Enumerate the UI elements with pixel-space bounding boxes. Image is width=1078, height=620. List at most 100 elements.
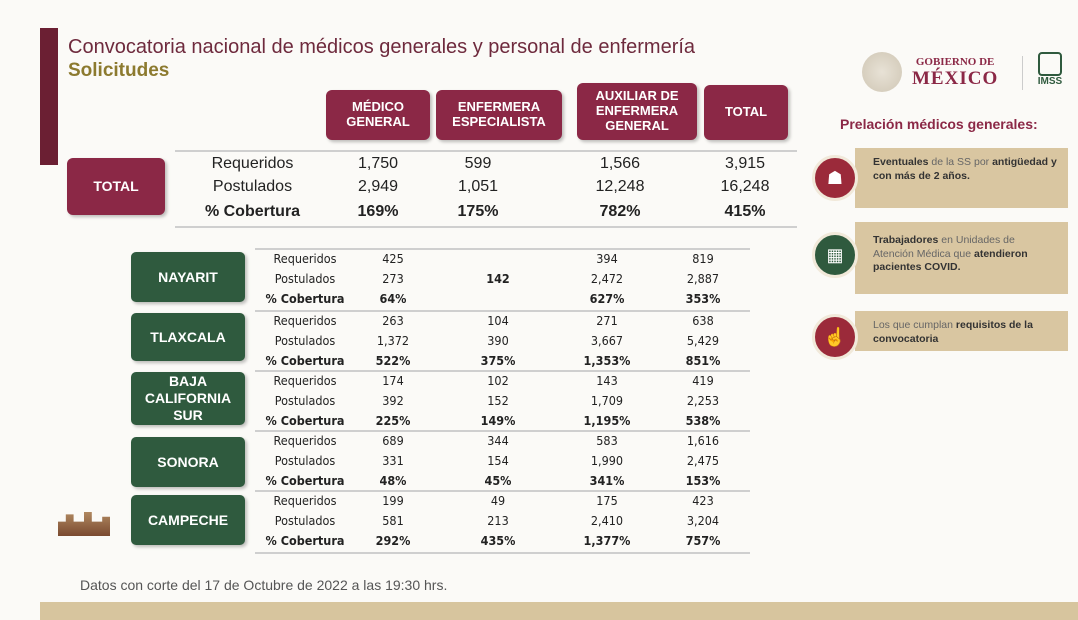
state-cell: 2,410 — [590, 513, 624, 528]
prelacion-text: en Unidades de Atención Médica que — [873, 234, 1015, 260]
prelacion-text: Los que cumplan — [873, 319, 956, 331]
state-cell: 199 — [382, 493, 404, 508]
row-label: Postulados — [274, 393, 336, 408]
state-cell: 104 — [487, 313, 509, 328]
divider — [255, 310, 750, 312]
state-cell: 390 — [487, 333, 509, 348]
state-cell: 271 — [596, 313, 618, 328]
row-label: Requeridos — [273, 373, 337, 388]
total-cell: 599 — [464, 155, 492, 172]
prelacion-bold: atendieron pacientes COVID. — [873, 247, 1028, 274]
state-cell: 1,353% — [583, 353, 631, 368]
state-cell: 638 — [692, 313, 714, 328]
state-cell: 538% — [685, 413, 721, 428]
state-cell: 2,475 — [686, 453, 720, 468]
state-cell: 819 — [692, 251, 714, 266]
state-cell: 392 — [382, 393, 404, 408]
page-title: Convocatoria nacional de médicos general… — [68, 36, 696, 58]
state-cell: 48% — [379, 473, 407, 488]
divider — [255, 370, 750, 372]
total-cell: 1,566 — [599, 155, 641, 172]
page-subtitle: Solicitudes — [68, 60, 170, 81]
state-cell: 375% — [480, 353, 516, 368]
row-label: Postulados — [274, 271, 336, 286]
column-header-total: TOTAL — [704, 85, 788, 140]
state-cell: 64% — [379, 291, 407, 306]
state-cell: 153% — [685, 473, 721, 488]
state-cell: 394 — [596, 251, 618, 266]
divider — [255, 248, 750, 250]
prelacion-bold: Eventuales — [873, 156, 929, 168]
state-cell: 152 — [487, 393, 509, 408]
prelacion-bold: requisitos de la convocatoria — [873, 319, 1033, 345]
total-label-box: TOTAL — [67, 158, 165, 215]
state-cell: 851% — [685, 353, 721, 368]
imss-eagle-icon — [1038, 52, 1062, 76]
state-cell: 1,377% — [583, 533, 631, 548]
state-cell: 435% — [480, 533, 516, 548]
state-cell: 1,195% — [583, 413, 631, 428]
divider — [255, 552, 750, 554]
total-cell: 782% — [599, 203, 641, 220]
state-cell: 423 — [692, 493, 714, 508]
state-cell: 583 — [596, 433, 618, 448]
row-label: % Cobertura — [265, 413, 345, 428]
state-cell: 1,709 — [590, 393, 624, 408]
row-label: Requeridos — [211, 155, 294, 172]
state-cell: 154 — [487, 453, 509, 468]
divider — [175, 226, 797, 228]
prelacion-title: Prelación médicos generales: — [840, 116, 1038, 132]
state-cell: 143 — [596, 373, 618, 388]
total-cell: 1,750 — [357, 155, 399, 172]
state-cell: 344 — [487, 433, 509, 448]
hospital-icon: ▦ — [812, 232, 858, 278]
row-label: Postulados — [212, 178, 293, 195]
state-label-box: TLAXCALA — [131, 313, 245, 361]
hand-requirements-icon: ☝ — [812, 314, 858, 360]
mexico-text: MÉXICO — [912, 68, 999, 89]
state-cell: 174 — [382, 373, 404, 388]
state-cell: 213 — [487, 513, 509, 528]
row-label: Postulados — [274, 453, 336, 468]
prelacion-text: de la SS por — [928, 156, 993, 168]
state-cell: 3,667 — [590, 333, 624, 348]
total-cell: 3,915 — [724, 155, 766, 172]
divider — [175, 150, 797, 152]
imss-logo: IMSS — [1034, 52, 1066, 92]
row-label: Requeridos — [273, 313, 337, 328]
total-cell: 175% — [457, 203, 499, 220]
state-cell: 102 — [487, 373, 509, 388]
row-label: Postulados — [274, 333, 336, 348]
state-cell: 142 — [486, 271, 510, 286]
state-cell: 757% — [685, 533, 721, 548]
prelacion-item: Eventuales de la SS por antigüedad y con… — [855, 148, 1068, 208]
divider — [255, 490, 750, 492]
divider — [255, 430, 750, 432]
total-cell: 12,248 — [595, 178, 645, 195]
state-cell: 225% — [375, 413, 411, 428]
mexico-seal-icon — [862, 52, 902, 92]
state-cell: 425 — [382, 251, 404, 266]
prelacion-item: Los que cumplan requisitos de la convoca… — [855, 311, 1068, 351]
state-cell: 353% — [685, 291, 721, 306]
people-group-icon: ☗ — [812, 155, 858, 201]
total-cell: 16,248 — [720, 178, 770, 195]
total-cell: 415% — [724, 203, 766, 220]
state-cell: 3,204 — [686, 513, 720, 528]
state-cell: 273 — [382, 271, 404, 286]
state-cell: 292% — [375, 533, 411, 548]
state-cell: 5,429 — [686, 333, 720, 348]
state-cell: 263 — [382, 313, 404, 328]
total-cell: 169% — [357, 203, 399, 220]
state-cell: 149% — [480, 413, 516, 428]
state-cell: 581 — [382, 513, 404, 528]
building-decoration-icon — [58, 512, 110, 536]
logo-divider — [1022, 56, 1023, 90]
state-cell: 627% — [589, 291, 625, 306]
imss-text: IMSS — [1037, 76, 1063, 87]
bottom-bar — [40, 602, 1078, 620]
state-label-box: CAMPECHE — [131, 495, 245, 545]
state-cell: 2,472 — [590, 271, 624, 286]
state-cell: 2,253 — [686, 393, 720, 408]
row-label: Postulados — [274, 513, 336, 528]
